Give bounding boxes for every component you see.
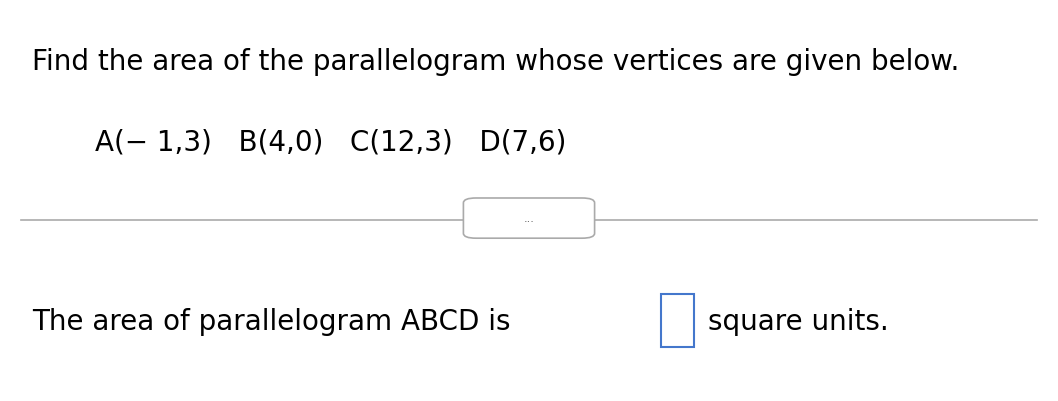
Bar <box>660 295 694 347</box>
Text: The area of parallelogram ABCD is: The area of parallelogram ABCD is <box>32 307 519 335</box>
Text: ...: ... <box>524 214 534 223</box>
Text: Find the area of the parallelogram whose vertices are given below.: Find the area of the parallelogram whose… <box>32 48 960 76</box>
Text: square units.: square units. <box>708 307 889 335</box>
FancyBboxPatch shape <box>463 198 595 239</box>
Text: A(− 1,3)   B(4,0)   C(12,3)   D(7,6): A(− 1,3) B(4,0) C(12,3) D(7,6) <box>95 128 567 156</box>
FancyBboxPatch shape <box>469 200 589 237</box>
